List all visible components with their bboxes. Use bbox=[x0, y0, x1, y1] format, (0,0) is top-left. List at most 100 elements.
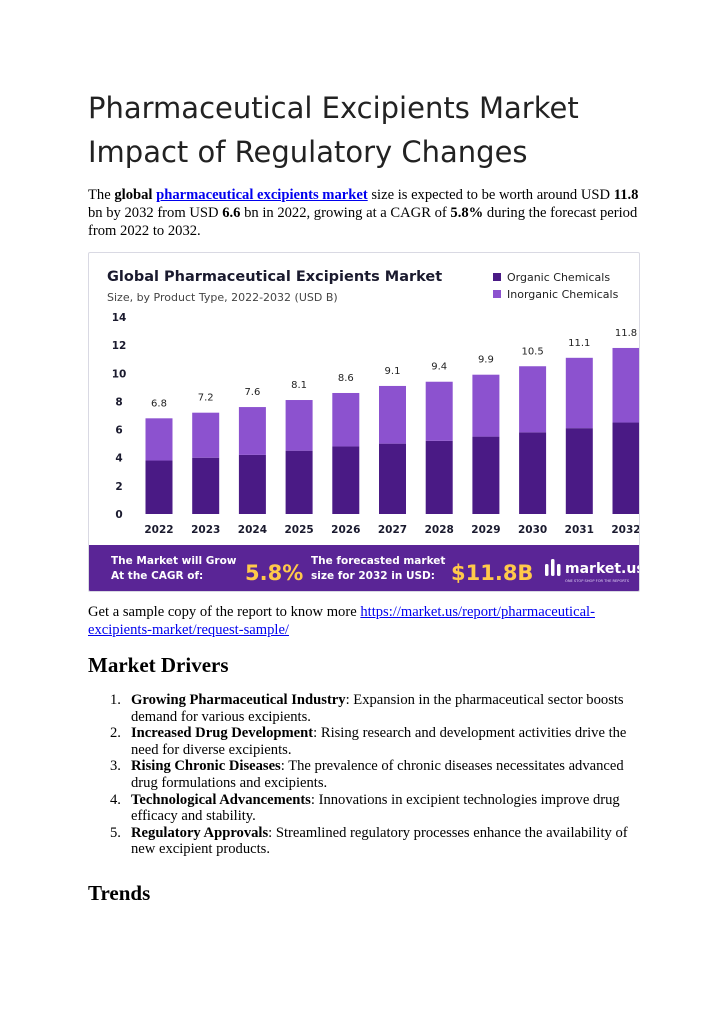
bar-total-label: 6.8 bbox=[151, 398, 167, 409]
page-title: Pharmaceutical Excipients Market Impact … bbox=[88, 91, 579, 169]
bar-organic-2024 bbox=[238, 454, 266, 514]
driver-item: 5. Regulatory Approvals: Streamlined regu… bbox=[88, 825, 648, 858]
x-tick-label: 2027 bbox=[378, 524, 407, 536]
bar-total-label: 11.8 bbox=[615, 328, 637, 339]
chart-subtitle: Size, by Product Type, 2022-2032 (USD B) bbox=[107, 291, 338, 304]
chart-title: Global Pharmaceutical Excipients Market bbox=[107, 269, 442, 285]
sample-link[interactable]: https://market.us/report/pharmaceutical-… bbox=[88, 604, 595, 638]
y-tick-label: 8 bbox=[115, 396, 122, 408]
x-tick-label: 2031 bbox=[565, 524, 594, 536]
intro-bold-value: 6.6 bbox=[222, 205, 241, 221]
bar-organic-2032 bbox=[612, 422, 639, 514]
driver-number: 2. bbox=[110, 725, 121, 742]
bar-organic-2027 bbox=[379, 443, 406, 514]
market-chart-figure: Global Pharmaceutical Excipients Market … bbox=[88, 252, 640, 592]
trends-heading: Trends bbox=[88, 881, 151, 905]
sample-paragraph: Get a sample copy of the report to know … bbox=[88, 603, 648, 639]
bar-organic-2028 bbox=[425, 440, 453, 514]
x-tick-label: 2022 bbox=[144, 524, 173, 536]
bar-chart: Global Pharmaceutical Excipients Market … bbox=[89, 269, 640, 591]
x-tick-label: 2032 bbox=[611, 524, 640, 536]
bar-organic-2030 bbox=[519, 432, 547, 514]
bar-organic-2029 bbox=[472, 436, 500, 514]
bar-total-label: 7.6 bbox=[244, 387, 260, 398]
driver-item: 1. Growing Pharmaceutical Industry: Expan… bbox=[88, 692, 648, 725]
driver-description: : The prevalence of chronic diseases nec… bbox=[131, 758, 624, 791]
bar-inorganic-2024 bbox=[238, 407, 266, 455]
market-link[interactable]: pharmaceutical excipients market bbox=[156, 187, 368, 203]
brand-tagline: ONE STOP SHOP FOR THE REPORTS bbox=[565, 579, 630, 583]
intro-text: The bbox=[88, 187, 115, 203]
driver-title: Growing Pharmaceutical Industry bbox=[131, 692, 346, 708]
bar-organic-2022 bbox=[145, 460, 173, 514]
bar-inorganic-2026 bbox=[332, 392, 360, 447]
bar-total-label: 9.1 bbox=[385, 366, 401, 377]
intro-text: during the forecast period from 2022 to … bbox=[88, 205, 638, 239]
bar-total-label: 8.6 bbox=[338, 373, 354, 384]
bar-inorganic-2027 bbox=[379, 385, 406, 444]
bar-inorganic-2023 bbox=[192, 412, 220, 458]
bar-organic-2026 bbox=[332, 446, 360, 514]
y-tick-label: 4 bbox=[115, 453, 122, 465]
intro-text: bn by 2032 from USD bbox=[88, 205, 223, 221]
y-tick-label: 0 bbox=[115, 509, 122, 521]
driver-description: : Expansion in the pharmaceutical sector… bbox=[131, 692, 624, 725]
bar-inorganic-2025 bbox=[285, 400, 313, 451]
driver-title: Technological Advancements bbox=[131, 791, 311, 808]
sample-text: Get a sample copy of the report to know … bbox=[88, 604, 361, 620]
bar-inorganic-2029 bbox=[472, 374, 500, 437]
intro-bold-value: 11.8 bbox=[613, 187, 639, 203]
bar-total-label: 7.2 bbox=[198, 393, 214, 404]
driver-number: 1. bbox=[110, 692, 121, 708]
driver-title: Increased Drug Development bbox=[131, 725, 314, 742]
driver-number: 5. bbox=[110, 824, 121, 841]
x-tick-label: 2028 bbox=[425, 524, 454, 536]
bar-inorganic-2032 bbox=[612, 347, 639, 423]
intro-text: bn in 2022, growing at a CAGR of bbox=[240, 205, 451, 221]
driver-item: 2. Increased Drug Development: Rising res… bbox=[88, 725, 648, 758]
y-tick-label: 6 bbox=[115, 425, 122, 437]
driver-description: : Innovations in excipient technologies … bbox=[131, 791, 620, 825]
x-tick-label: 2030 bbox=[518, 524, 547, 536]
legend-swatch-organic bbox=[493, 273, 501, 281]
market-drivers-heading: Market Drivers bbox=[88, 653, 229, 677]
market-us-logo-icon bbox=[545, 559, 561, 576]
x-tick-label: 2026 bbox=[331, 524, 360, 536]
y-tick-label: 10 bbox=[112, 368, 127, 380]
y-tick-label: 2 bbox=[115, 481, 122, 493]
banner-mid-line2: size for 2032 in USD: bbox=[311, 570, 435, 582]
x-axis: 2022 2023 2024 2025 2026 2027 2028 2029 2030 2031… bbox=[144, 524, 640, 536]
brand-name: market.us bbox=[565, 561, 640, 577]
bar-inorganic-2031 bbox=[565, 357, 593, 429]
bar-inorganic-2030 bbox=[519, 366, 547, 433]
summary-banner: The Market will Grow At the CAGR of: 5.8… bbox=[89, 545, 640, 591]
x-tick-label: 2029 bbox=[471, 524, 500, 536]
bar-total-label: 8.1 bbox=[291, 380, 307, 391]
intro-bold-global: global bbox=[114, 187, 153, 203]
intro-bold-cagr: 5.8% bbox=[450, 205, 484, 221]
intro-paragraph: The global pharmaceutical excipients mar… bbox=[88, 186, 648, 240]
driver-title: Regulatory Approvals bbox=[131, 824, 269, 841]
y-tick-label: 14 bbox=[112, 312, 127, 324]
banner-left-line1: The Market will Grow bbox=[111, 555, 237, 567]
bars: 6.8 7.2 7.6 8.1 8.6 9.1 9.4 9.9 10.5 11.1 11.8 bbox=[145, 328, 639, 514]
banner-value: $11.8B bbox=[451, 561, 533, 585]
x-tick-label: 2024 bbox=[238, 524, 267, 536]
bar-total-label: 9.9 bbox=[478, 355, 494, 366]
driver-item: 3. Rising Chronic Diseases: The prevalenc… bbox=[88, 758, 648, 791]
x-tick-label: 2025 bbox=[284, 524, 313, 536]
legend-label-organic: Organic Chemicals bbox=[507, 271, 610, 284]
brand-logo: market.us ONE STOP SHOP FOR THE REPORTS bbox=[545, 559, 640, 583]
bar-organic-2023 bbox=[192, 457, 220, 514]
banner-cagr: 5.8% bbox=[245, 561, 303, 585]
legend: Organic Chemicals Inorganic Chemicals bbox=[493, 271, 619, 301]
driver-item: 4. Technological Advancements: Innovation… bbox=[88, 792, 648, 825]
bar-organic-2025 bbox=[285, 450, 313, 514]
driver-number: 3. bbox=[110, 758, 121, 775]
driver-description: : Rising research and development activi… bbox=[131, 725, 627, 758]
driver-number: 4. bbox=[110, 791, 121, 808]
bar-inorganic-2028 bbox=[425, 381, 453, 441]
driver-title: Rising Chronic Diseases bbox=[131, 758, 281, 775]
market-drivers-list: 1. Growing Pharmaceutical Industry: Expan… bbox=[88, 692, 648, 858]
